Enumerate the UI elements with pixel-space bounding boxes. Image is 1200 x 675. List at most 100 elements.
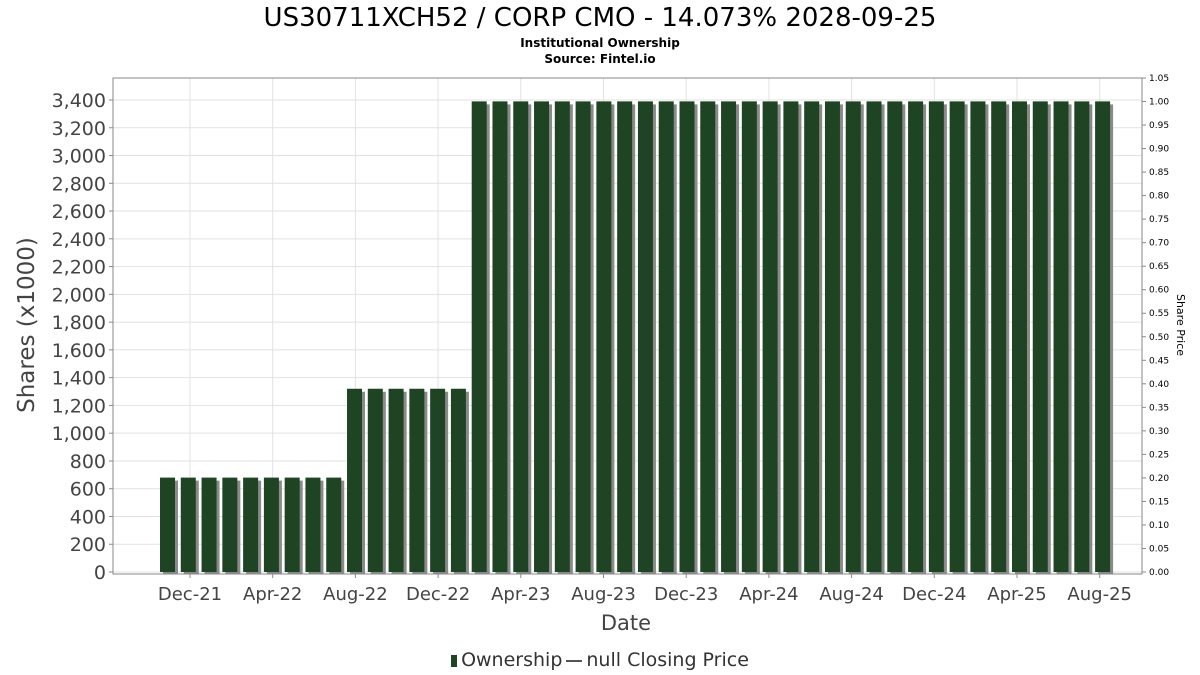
- y-tick-label: 0: [94, 562, 106, 584]
- y2-tick-label: 0.75: [1149, 215, 1169, 225]
- bar-body: [741, 101, 757, 572]
- bar: [554, 101, 573, 574]
- y2-tick-label: 0.10: [1149, 521, 1169, 531]
- x-tick-label: Dec-23: [654, 584, 718, 605]
- x-tick-label: Aug-24: [819, 584, 884, 605]
- y-tick-label: 3,000: [52, 146, 106, 168]
- bars: [160, 101, 1114, 574]
- bar: [637, 101, 656, 574]
- bar: [1095, 101, 1114, 574]
- bar: [721, 101, 740, 574]
- y2-tick-label: 0.50: [1149, 333, 1169, 343]
- x-tick-label: Apr-22: [243, 584, 302, 605]
- bar-body: [575, 101, 591, 572]
- bar-body: [450, 388, 466, 572]
- bar-body: [367, 388, 383, 572]
- y-tick-label: 1,600: [52, 340, 106, 362]
- x-tick-label: Dec-22: [406, 584, 470, 605]
- y-tick-label: 400: [70, 506, 106, 528]
- legend: Ownership null Closing Price: [0, 648, 1200, 672]
- bar-body: [347, 388, 363, 572]
- bar: [575, 101, 594, 574]
- y-tick-label: 1,000: [52, 423, 106, 445]
- bar: [762, 101, 781, 574]
- bar-body: [409, 388, 425, 572]
- bar: [409, 388, 428, 574]
- x-axis: Dec-21 Apr-22 Aug-22 Dec-22 Apr-23 Aug-23 Dec-…: [158, 574, 1132, 605]
- y2-axis-label: Share Price: [1174, 294, 1187, 356]
- bar: [949, 101, 968, 574]
- bar: [534, 101, 553, 574]
- bar-body: [887, 101, 903, 572]
- y2-tick-label: 0.25: [1149, 450, 1169, 460]
- x-tick-label: Aug-23: [571, 584, 636, 605]
- bar-body: [471, 101, 487, 572]
- y-tick-label: 1,800: [52, 312, 106, 334]
- bar: [1074, 101, 1093, 574]
- bar-body: [1095, 101, 1111, 572]
- bar: [305, 477, 324, 574]
- chart-title: US30711XCH52 / CORP CMO - 14.073% 2028-0…: [263, 3, 937, 33]
- y2-tick-label: 0.55: [1149, 309, 1169, 319]
- bar-body: [160, 477, 175, 572]
- bar-body: [596, 101, 612, 572]
- y-tick-label: 2,200: [52, 257, 106, 279]
- bar: [388, 388, 407, 574]
- bar: [222, 477, 241, 574]
- bar-body: [824, 101, 840, 572]
- x-tick-label: Apr-25: [987, 584, 1046, 605]
- bar: [471, 101, 490, 574]
- bar: [160, 477, 178, 574]
- bar: [347, 388, 366, 574]
- bar-body: [222, 477, 238, 572]
- bar: [783, 101, 802, 574]
- legend-ownership-label: Ownership: [461, 649, 563, 671]
- bar-body: [1074, 101, 1090, 572]
- bar: [430, 388, 449, 574]
- bar-body: [554, 101, 570, 572]
- y2-tick-label: 1.05: [1149, 74, 1169, 84]
- bar-body: [845, 101, 861, 572]
- bar-body: [1011, 101, 1027, 572]
- bar: [741, 101, 760, 574]
- bar-body: [180, 477, 196, 572]
- bar: [866, 101, 885, 574]
- bar-body: [970, 101, 986, 572]
- bar: [679, 101, 698, 574]
- bar: [596, 101, 615, 574]
- bar: [263, 477, 282, 574]
- bar: [1053, 101, 1072, 574]
- y2-tick-label: 0.15: [1149, 497, 1169, 507]
- bar: [367, 388, 386, 574]
- bar: [991, 101, 1010, 574]
- y-axis-label: Shares (x1000): [14, 237, 40, 413]
- plot-border: [112, 77, 1143, 575]
- bar: [658, 101, 677, 574]
- bar: [617, 101, 636, 574]
- bar-body: [908, 101, 924, 572]
- y2-tick-label: 1.00: [1149, 98, 1169, 108]
- y2-axis: 0.00 0.05 0.10 0.15 0.20 0.25 0.30 0.35 0.40 0.45…: [1142, 74, 1169, 578]
- y2-tick-label: 0.65: [1149, 262, 1169, 272]
- bar-body: [700, 101, 716, 572]
- bar-body: [1053, 101, 1069, 572]
- chart-subtitle: Institutional Ownership: [520, 36, 680, 50]
- y2-tick-label: 0.70: [1149, 239, 1169, 249]
- chart-source: Source: Fintel.io: [544, 52, 656, 66]
- bar: [513, 101, 532, 574]
- bar: [970, 101, 989, 574]
- bar-body: [430, 388, 446, 572]
- bar: [928, 101, 947, 574]
- y2-tick-label: 0.85: [1149, 168, 1169, 178]
- bar-body: [492, 101, 508, 572]
- legend-price-line: [566, 659, 583, 662]
- bar-body: [263, 477, 279, 572]
- bar-body: [534, 101, 550, 572]
- y-tick-label: 200: [70, 534, 106, 556]
- y-tick-label: 600: [70, 479, 106, 501]
- y-tick-label: 2,400: [52, 229, 106, 251]
- y-tick-label: 800: [70, 451, 106, 473]
- bar-body: [388, 388, 404, 572]
- bar-body: [305, 477, 321, 572]
